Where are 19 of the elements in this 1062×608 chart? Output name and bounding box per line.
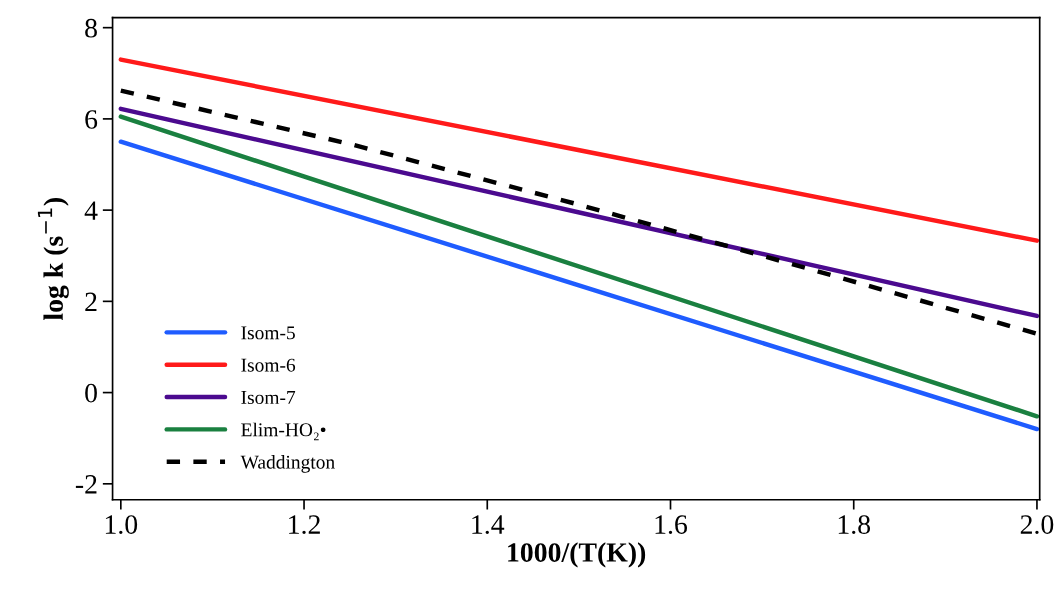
x-tick-label: 1.2 [289, 515, 320, 535]
legend-label: Isom-7 [241, 391, 296, 405]
legend-label: Isom-6 [241, 358, 296, 372]
y-tick-label: -2 [75, 475, 97, 494]
y-tick-label: 8 [85, 18, 97, 38]
legend-label: Waddington [240, 455, 335, 473]
y-tick-label: 6 [85, 110, 98, 129]
legend-label: Isom-5 [241, 326, 295, 340]
y-tick-label: 4 [84, 201, 98, 220]
legend-label: Elim-HO₂• [241, 422, 326, 441]
y-tick-label: 0 [85, 383, 97, 403]
y-axis-title: log k (s$^{−1}$) [37, 198, 69, 321]
y-tick-label: 2 [85, 292, 97, 311]
x-tick-label: 1.4 [472, 515, 505, 535]
x-axis-title: 1000/(T(K)) [508, 542, 646, 568]
x-tick-label: 1.6 [655, 515, 688, 535]
x-tick-label: 1.8 [838, 515, 871, 535]
x-tick-label: 2.0 [1020, 515, 1054, 535]
x-tick-label: 1.0 [105, 515, 138, 535]
